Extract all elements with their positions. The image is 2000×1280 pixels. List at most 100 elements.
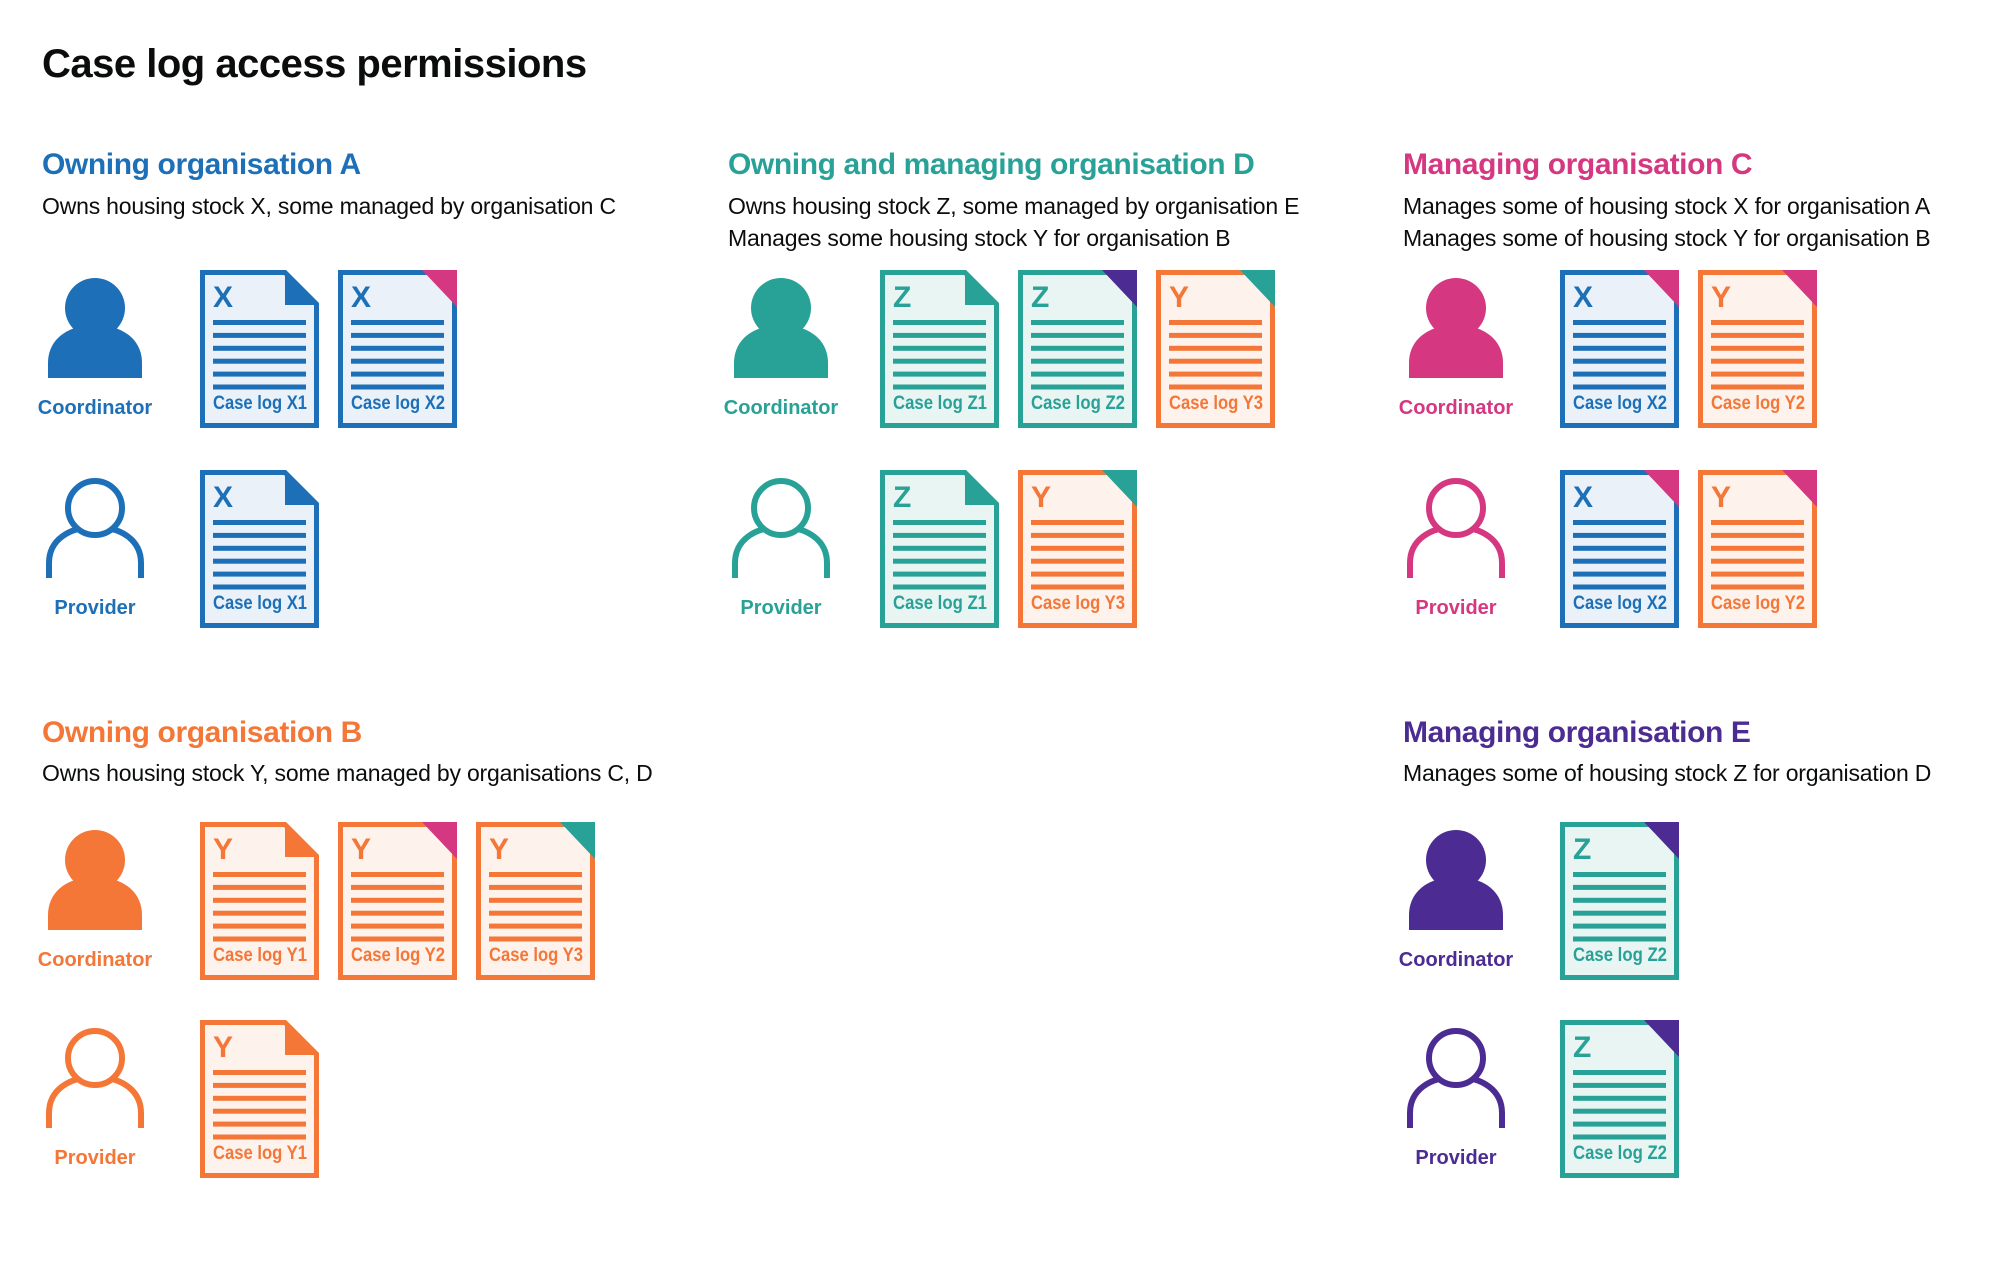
folded-corner-icon (965, 472, 998, 505)
folded-corner-icon (422, 270, 457, 307)
doc-label: Case log Z2 (1573, 945, 1667, 966)
role-label: Coordinator (37, 949, 153, 971)
doc-text-lines (1711, 320, 1804, 390)
role-label: Provider (1415, 597, 1497, 619)
doc-label: Case log Y2 (1711, 593, 1805, 614)
case-log-doc: Y Case log Y3 (1018, 470, 1137, 628)
doc-text-lines (1711, 520, 1804, 590)
case-log-doc: Z Case log Z1 (880, 470, 999, 628)
doc-text-lines (213, 1070, 306, 1140)
role-label: Coordinator (1398, 397, 1514, 419)
role-label: Provider (740, 597, 822, 619)
doc-label: Case log Y3 (489, 945, 583, 966)
folded-corner-icon (1782, 270, 1817, 307)
case-log-doc: Z Case log Z2 (1560, 1020, 1679, 1178)
coordinator-icon (48, 830, 142, 930)
doc-letter: Z (1031, 281, 1049, 314)
doc-text-lines (351, 320, 444, 390)
section-heading: Owning and managing organisation D (728, 148, 1255, 181)
folded-corner-icon (1644, 1020, 1679, 1057)
role-label: Coordinator (723, 397, 839, 419)
doc-label: Case log Z2 (1031, 393, 1125, 414)
role-label: Provider (1415, 1147, 1497, 1169)
case-log-doc: Z Case log Z2 (1560, 822, 1679, 980)
doc-letter: Y (1711, 481, 1731, 514)
doc-label: Case log Y2 (1711, 393, 1805, 414)
doc-letter: X (213, 281, 233, 314)
case-log-doc: Y Case log Y1 (200, 822, 319, 980)
doc-text-lines (1573, 320, 1666, 390)
doc-text-lines (1573, 520, 1666, 590)
role-label: Provider (54, 1147, 136, 1169)
provider-icon (46, 1028, 144, 1128)
section-description-line: Manages some of housing stock X for orga… (1403, 193, 1930, 219)
doc-letter: Y (1031, 481, 1051, 514)
folded-corner-icon (285, 272, 318, 305)
doc-label: Case log Y1 (213, 1143, 307, 1164)
doc-label: Case log X2 (1573, 393, 1667, 414)
provider-icon (1407, 478, 1505, 578)
doc-label: Case log Z2 (1573, 1143, 1667, 1164)
doc-label: Case log X2 (1573, 593, 1667, 614)
section-heading: Owning organisation B (42, 716, 362, 749)
doc-label: Case log Z1 (893, 393, 987, 414)
section-description-line: Owns housing stock Y, some managed by or… (42, 760, 653, 786)
doc-text-lines (213, 520, 306, 590)
folded-corner-icon (1102, 270, 1137, 307)
doc-text-lines (1573, 872, 1666, 942)
folded-corner-icon (1102, 470, 1137, 507)
section-description-line: Owns housing stock Z, some managed by or… (728, 193, 1300, 219)
folded-corner-icon (1644, 470, 1679, 507)
doc-text-lines (489, 872, 582, 942)
doc-letter: Y (351, 833, 371, 866)
folded-corner-icon (285, 472, 318, 505)
case-log-doc: X Case log X1 (200, 270, 319, 428)
doc-letter: Y (213, 1031, 233, 1064)
case-log-doc: X Case log X2 (1560, 270, 1679, 428)
case-log-doc: Z Case log Z1 (880, 270, 999, 428)
role-label: Coordinator (1398, 949, 1514, 971)
doc-label: Case log Y3 (1031, 593, 1125, 614)
folded-corner-icon (965, 272, 998, 305)
provider-icon (46, 478, 144, 578)
doc-letter: X (1573, 481, 1593, 514)
case-log-doc: Y Case log Y1 (200, 1020, 319, 1178)
doc-letter: Y (1711, 281, 1731, 314)
doc-label: Case log X1 (213, 393, 307, 414)
case-log-doc: X Case log X2 (1560, 470, 1679, 628)
case-log-doc: Z Case log Z2 (1018, 270, 1137, 428)
case-log-doc: Y Case log Y2 (1698, 270, 1817, 428)
doc-label: Case log Y3 (1169, 393, 1263, 414)
doc-text-lines (213, 320, 306, 390)
doc-text-lines (1169, 320, 1262, 390)
role-label: Provider (54, 597, 136, 619)
doc-label: Case log X2 (351, 393, 445, 414)
doc-text-lines (213, 872, 306, 942)
doc-letter: Z (1573, 833, 1591, 866)
folded-corner-icon (1782, 470, 1817, 507)
case-log-doc: X Case log X1 (200, 470, 319, 628)
doc-label: Case log X1 (213, 593, 307, 614)
coordinator-icon (48, 278, 142, 378)
section-heading: Managing organisation E (1403, 716, 1751, 749)
folded-corner-icon (1240, 270, 1275, 307)
doc-letter: Y (1169, 281, 1189, 314)
doc-label: Case log Z1 (893, 593, 987, 614)
section-description-line: Owns housing stock X, some managed by or… (42, 193, 616, 219)
doc-letter: Y (213, 833, 233, 866)
section-heading: Owning organisation A (42, 148, 361, 181)
coordinator-icon (1409, 830, 1503, 930)
case-log-doc: Y Case log Y3 (476, 822, 595, 980)
case-log-doc: Y Case log Y2 (1698, 470, 1817, 628)
doc-text-lines (1031, 320, 1124, 390)
doc-label: Case log Y2 (351, 945, 445, 966)
doc-letter: X (1573, 281, 1593, 314)
coordinator-icon (1409, 278, 1503, 378)
doc-text-lines (893, 520, 986, 590)
doc-letter: Z (893, 281, 911, 314)
doc-letter: Y (489, 833, 509, 866)
folded-corner-icon (285, 1022, 318, 1055)
folded-corner-icon (560, 822, 595, 859)
folded-corner-icon (285, 824, 318, 857)
